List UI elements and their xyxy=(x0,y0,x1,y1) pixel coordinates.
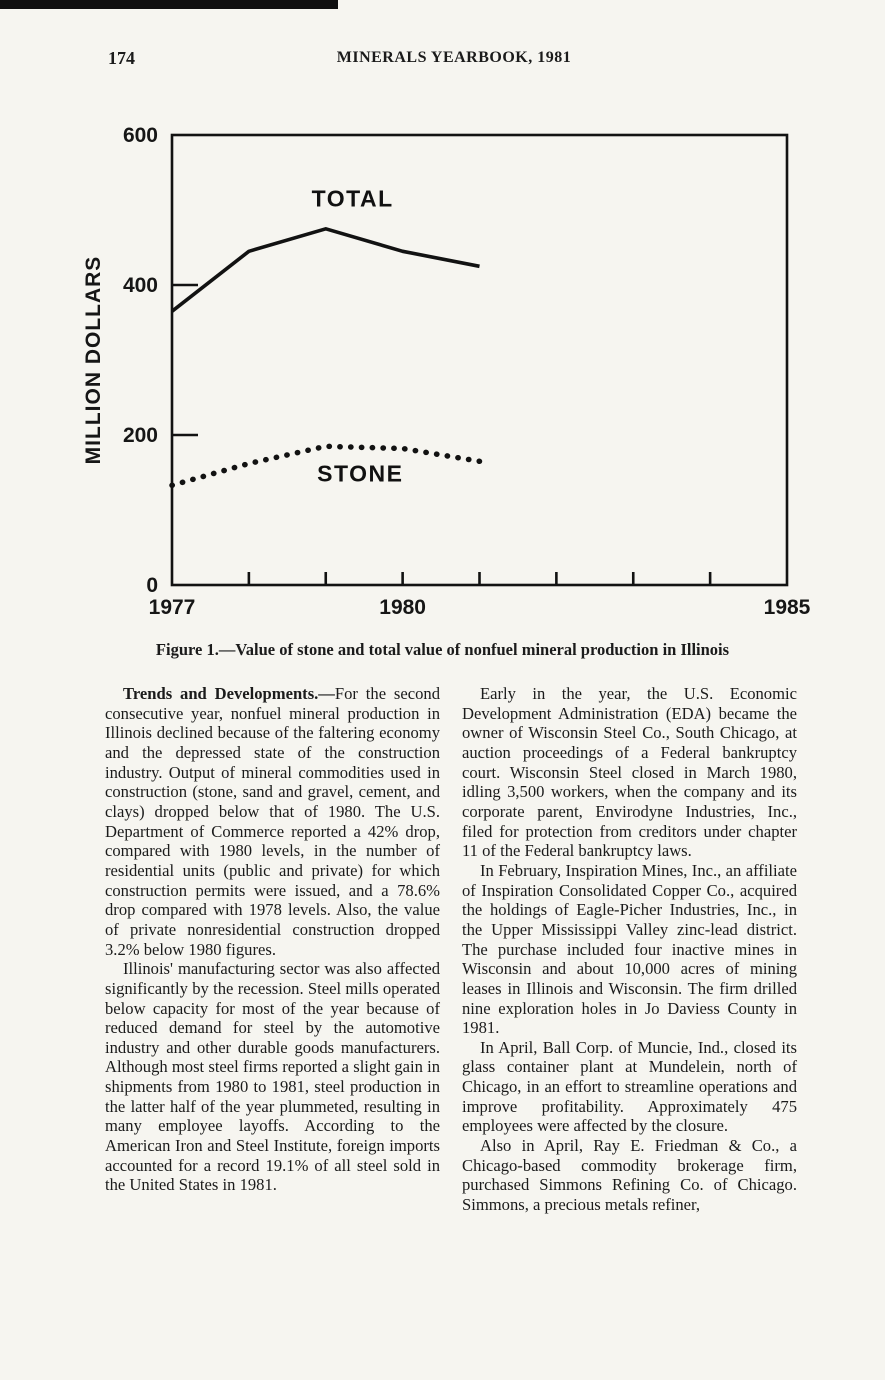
paragraph: Trends and Developments.—For the second … xyxy=(105,684,440,959)
paragraph-text: Early in the year, the U.S. Economic Dev… xyxy=(462,684,797,861)
series-line-stone xyxy=(169,443,483,489)
x-tick-label: 1977 xyxy=(149,596,196,619)
y-tick-label: 400 xyxy=(123,274,158,297)
figure-1-chart: 0 200 400 600 1977 1980 1985 TOTAL STONE MILLION … xyxy=(82,124,811,619)
series-label-total: TOTAL xyxy=(312,185,394,211)
paragraph-text: Also in April, Ray E. Friedman & Co., a … xyxy=(462,1136,797,1215)
series-label-stone: STONE xyxy=(317,461,403,487)
paragraph-text: In April, Ball Corp. of Muncie, Ind., cl… xyxy=(462,1037,797,1136)
paragraph: In April, Ball Corp. of Muncie, Ind., cl… xyxy=(462,1038,797,1136)
paragraph-lead: Trends and Developments.— xyxy=(123,684,335,703)
figure-caption: Figure 1.—Value of stone and total value… xyxy=(155,640,730,659)
y-tick-label: 200 xyxy=(123,424,158,447)
page-header: 174 MINERALS YEARBOOK, 1981 xyxy=(108,48,800,72)
left-column: Trends and Developments.—For the second … xyxy=(105,684,440,1215)
x-tick-label: 1980 xyxy=(379,596,426,619)
paragraph: Early in the year, the U.S. Economic Dev… xyxy=(462,684,797,861)
x-tick-label: 1985 xyxy=(764,596,811,619)
page-number: 174 xyxy=(108,48,135,68)
paragraph: Also in April, Ray E. Friedman & Co., a … xyxy=(462,1136,797,1215)
running-title: MINERALS YEARBOOK, 1981 xyxy=(336,49,572,66)
paragraph: Illinois' manufacturing sector was also … xyxy=(105,959,440,1195)
paragraph-text: In February, Inspiration Mines, Inc., an… xyxy=(462,860,797,1038)
paragraph-text: Illinois' manufacturing sector was also … xyxy=(105,959,440,1195)
paragraph-text: For the second consecutive year, nonfuel… xyxy=(105,684,440,959)
article-body: Trends and Developments.—For the second … xyxy=(105,684,797,1215)
figure-1-block: 0 200 400 600 1977 1980 1985 TOTAL STONE MILLION … xyxy=(72,120,885,630)
paragraph: In February, Inspiration Mines, Inc., an… xyxy=(462,861,797,1038)
y-axis-title: MILLION DOLLARS xyxy=(82,256,105,465)
series-line-total xyxy=(170,227,480,313)
y-tick-label: 600 xyxy=(123,124,158,147)
y-tick-label: 0 xyxy=(146,574,158,597)
scan-edge-artifact xyxy=(0,0,338,9)
plot-frame xyxy=(170,133,789,587)
right-column: Early in the year, the U.S. Economic Dev… xyxy=(462,684,797,1215)
